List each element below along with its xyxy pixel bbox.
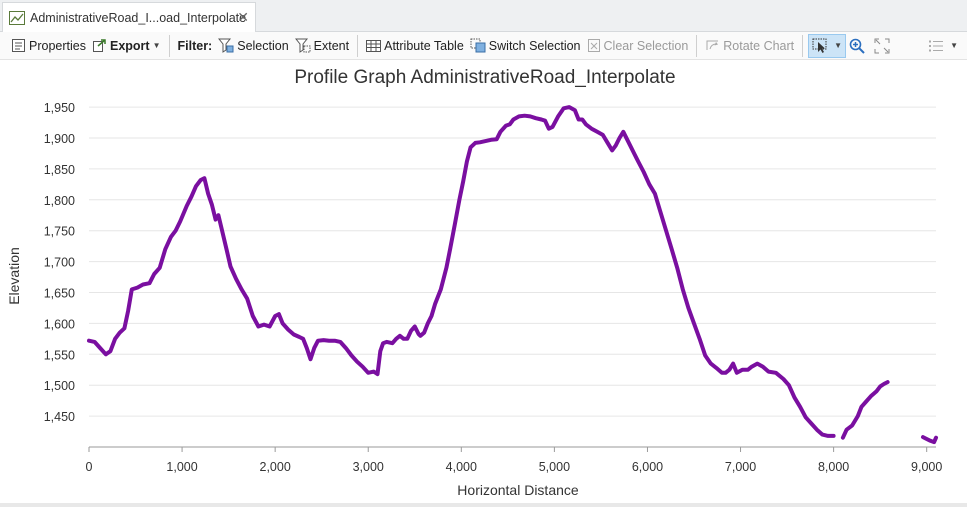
clear-selection-button[interactable]: Clear Selection xyxy=(584,34,692,58)
y-tick-label: 1,500 xyxy=(44,379,75,393)
close-icon[interactable]: ✕ xyxy=(237,9,249,25)
chart-title: Profile Graph AdministrativeRoad_Interpo… xyxy=(294,67,675,88)
tab-title: AdministrativeRoad_I...oad_Interpolate xyxy=(30,10,247,25)
selection-label: Selection xyxy=(237,38,289,53)
x-tick-label: 9,000 xyxy=(911,460,942,474)
select-cursor-icon xyxy=(812,38,827,53)
filter-extent-button[interactable]: Extent xyxy=(292,34,352,58)
tab-bar: AdministrativeRoad_I...oad_Interpolate ✕ xyxy=(0,0,967,32)
elevation-profile-line[interactable] xyxy=(87,105,836,438)
y-tick-label: 1,800 xyxy=(44,194,75,208)
toolbar-divider xyxy=(357,34,359,57)
switch-selection-label: Switch Selection xyxy=(488,38,581,53)
full-extent-icon xyxy=(874,38,890,53)
x-tick-label: 7,000 xyxy=(725,460,756,474)
y-axis-label: Elevation xyxy=(6,247,22,305)
y-tick-label: 1,600 xyxy=(44,317,75,331)
export-button[interactable]: Export ▼ xyxy=(89,34,164,58)
y-tick-label: 1,650 xyxy=(44,286,75,300)
chevron-down-icon: ▼ xyxy=(152,41,161,50)
attribute-table-label: Attribute Table xyxy=(384,38,464,53)
rotate-chart-label: Rotate Chart xyxy=(723,38,795,53)
y-tick-label: 1,750 xyxy=(44,225,75,239)
chart-tab[interactable]: AdministrativeRoad_I...oad_Interpolate ✕ xyxy=(2,2,256,32)
attribute-table-button[interactable]: Attribute Table xyxy=(363,34,467,58)
table-icon xyxy=(366,39,382,52)
properties-icon xyxy=(12,39,25,52)
zoom-in-icon xyxy=(849,38,865,54)
y-tick-label: 1,450 xyxy=(44,410,75,424)
rotate-chart-icon xyxy=(706,40,719,50)
select-tool-button[interactable]: ▼ xyxy=(808,33,847,58)
toolbar-divider xyxy=(168,34,170,57)
x-tick-label: 1,000 xyxy=(166,460,197,474)
switch-selection-button[interactable]: Switch Selection xyxy=(467,34,584,58)
toolbar-divider xyxy=(802,34,804,57)
x-tick-label: 8,000 xyxy=(818,460,849,474)
x-axis-label: Horizontal Distance xyxy=(457,482,579,498)
elevation-profile-line[interactable] xyxy=(840,380,890,440)
x-tick-label: 5,000 xyxy=(539,460,570,474)
y-tick-label: 1,850 xyxy=(44,163,75,177)
list-icon xyxy=(929,40,944,51)
clear-selection-label: Clear Selection xyxy=(603,38,689,53)
rotate-chart-button[interactable]: Rotate Chart xyxy=(702,34,797,58)
chevron-down-icon: ▼ xyxy=(950,41,958,50)
chart-menu-button[interactable]: ▼ xyxy=(925,34,961,58)
full-extent-button[interactable] xyxy=(871,34,896,58)
line-chart-icon xyxy=(9,10,25,25)
chart-toolbar: Properties Export ▼ Filter: Selection Ex… xyxy=(0,32,967,60)
y-tick-label: 1,900 xyxy=(44,132,75,146)
x-tick-label: 3,000 xyxy=(353,460,384,474)
x-tick-label: 2,000 xyxy=(260,460,291,474)
x-tick-label: 4,000 xyxy=(446,460,477,474)
y-tick-label: 1,550 xyxy=(44,348,75,362)
switch-selection-icon xyxy=(470,38,486,53)
filter-selection-icon xyxy=(218,38,234,53)
filter-extent-icon xyxy=(294,38,311,53)
clear-selection-icon xyxy=(587,39,600,52)
extent-label: Extent xyxy=(313,38,350,53)
elevation-profile-line[interactable] xyxy=(921,435,938,445)
properties-label: Properties xyxy=(29,38,86,53)
export-label: Export xyxy=(109,38,150,53)
export-icon xyxy=(92,39,106,52)
x-tick-label: 6,000 xyxy=(632,460,663,474)
y-tick-label: 1,950 xyxy=(44,101,75,115)
chevron-down-icon: ▼ xyxy=(834,41,843,50)
x-tick-label: 0 xyxy=(86,460,93,474)
filter-label: Filter: xyxy=(177,38,213,53)
profile-chart[interactable]: Profile Graph AdministrativeRoad_Interpo… xyxy=(0,60,967,507)
filter-selection-button[interactable]: Selection xyxy=(215,34,291,58)
toolbar-divider xyxy=(696,34,698,57)
properties-button[interactable]: Properties xyxy=(8,34,89,58)
zoom-in-button[interactable] xyxy=(846,34,871,58)
y-tick-label: 1,700 xyxy=(44,256,75,270)
status-strip xyxy=(0,503,967,507)
